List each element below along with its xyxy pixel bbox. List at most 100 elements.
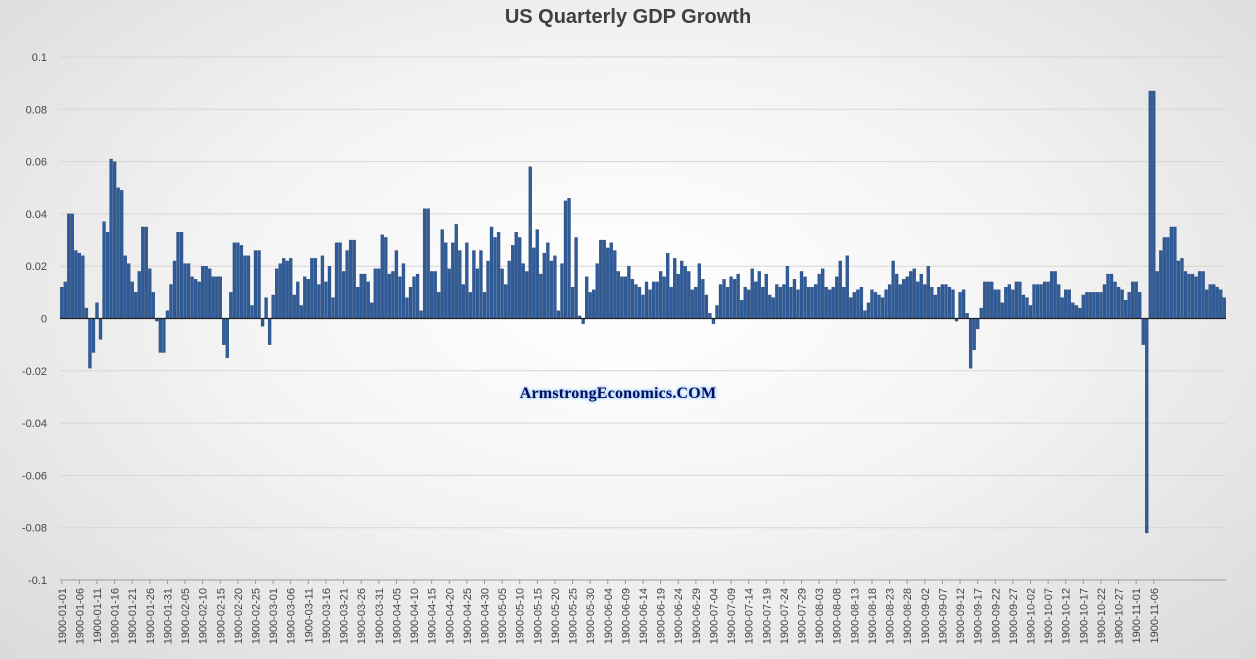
- bar: [1071, 302, 1075, 319]
- bar: [923, 284, 927, 319]
- x-tick-label: 1900-11-06: [1149, 588, 1161, 643]
- y-tick-label: 0.06: [26, 157, 47, 169]
- bar: [260, 318, 265, 327]
- bar: [570, 286, 575, 319]
- bar: [623, 276, 628, 319]
- bar: [320, 255, 325, 319]
- bar: [880, 297, 885, 319]
- bar: [1169, 226, 1174, 319]
- bar: [179, 232, 184, 319]
- x-tick-label: 1900-10-27: [1114, 588, 1126, 644]
- bar: [680, 260, 684, 319]
- bar: [444, 242, 448, 319]
- x-tick-label: 1900-05-10: [515, 588, 527, 644]
- x-tick-label: 1900-11-01: [1131, 588, 1143, 643]
- bar: [468, 292, 473, 319]
- bar: [310, 258, 314, 319]
- bar: [789, 286, 793, 319]
- y-tick-label: -0.1: [28, 575, 47, 587]
- bar: [799, 271, 804, 319]
- bar: [736, 273, 740, 319]
- bar: [1141, 318, 1145, 345]
- bar: [669, 286, 673, 319]
- bar: [1131, 281, 1135, 319]
- bar: [1042, 281, 1047, 319]
- bar: [391, 271, 395, 319]
- bar: [602, 239, 606, 319]
- bar: [507, 260, 511, 319]
- bar: [761, 286, 765, 319]
- bar: [1053, 271, 1057, 319]
- bar: [405, 297, 409, 319]
- bar: [528, 166, 532, 319]
- bar: [1190, 273, 1195, 319]
- bar: [997, 289, 1001, 319]
- bar: [278, 263, 282, 319]
- bar: [1219, 289, 1223, 319]
- bar: [711, 318, 716, 324]
- bar: [859, 286, 864, 319]
- bar: [1049, 271, 1054, 319]
- bar: [370, 302, 374, 319]
- bar: [961, 289, 966, 319]
- bar: [1032, 284, 1036, 319]
- bar: [334, 242, 339, 319]
- bar: [394, 250, 399, 319]
- x-tick-label: 1900-08-28: [902, 588, 914, 644]
- bar: [563, 200, 568, 319]
- bar: [1095, 292, 1100, 319]
- bar: [1204, 289, 1209, 319]
- bar: [102, 221, 106, 319]
- bar: [232, 242, 237, 319]
- bar: [641, 294, 645, 319]
- x-tick-label: 1900-07-19: [761, 588, 773, 644]
- x-tick-label: 1900-01-06: [74, 588, 86, 644]
- bar: [782, 284, 786, 319]
- bar: [1014, 281, 1019, 319]
- bar: [525, 271, 529, 319]
- bar: [366, 281, 370, 319]
- bar: [739, 300, 744, 319]
- bar: [792, 279, 797, 319]
- x-tick-label: 1900-08-03: [814, 588, 826, 644]
- bar: [1194, 276, 1198, 319]
- bar: [884, 289, 888, 319]
- bar: [63, 281, 67, 319]
- x-tick-label: 1900-08-18: [867, 588, 879, 644]
- x-tick-label: 1900-04-25: [462, 588, 474, 644]
- bar: [845, 255, 849, 319]
- bar: [222, 318, 226, 345]
- bar: [937, 286, 941, 319]
- bar: [958, 292, 962, 319]
- bar: [1134, 281, 1138, 319]
- x-tick-label: 1900-07-29: [797, 588, 809, 644]
- bar: [592, 289, 596, 319]
- x-tick-label: 1900-09-17: [973, 588, 985, 644]
- x-tick-label: 1900-10-02: [1025, 588, 1037, 644]
- bar: [683, 266, 687, 319]
- bar: [218, 276, 222, 319]
- bar: [852, 292, 857, 319]
- bar: [556, 310, 561, 319]
- bar: [1085, 292, 1089, 319]
- bar: [588, 292, 592, 319]
- bar: [327, 266, 332, 319]
- bar: [317, 284, 321, 319]
- bar: [806, 286, 811, 319]
- bar: [796, 289, 800, 319]
- bar: [1060, 297, 1064, 319]
- bar: [341, 271, 346, 319]
- bar: [486, 260, 490, 319]
- bar: [613, 250, 617, 319]
- bar: [422, 208, 427, 319]
- bar: [810, 286, 814, 319]
- bar: [193, 279, 198, 319]
- bar: [493, 237, 497, 319]
- bar: [1180, 258, 1184, 319]
- bar: [930, 286, 934, 319]
- bar: [257, 250, 261, 319]
- bar: [109, 158, 113, 319]
- x-tick-label: 1900-07-14: [744, 588, 756, 644]
- bar: [246, 255, 251, 319]
- bar: [599, 239, 603, 319]
